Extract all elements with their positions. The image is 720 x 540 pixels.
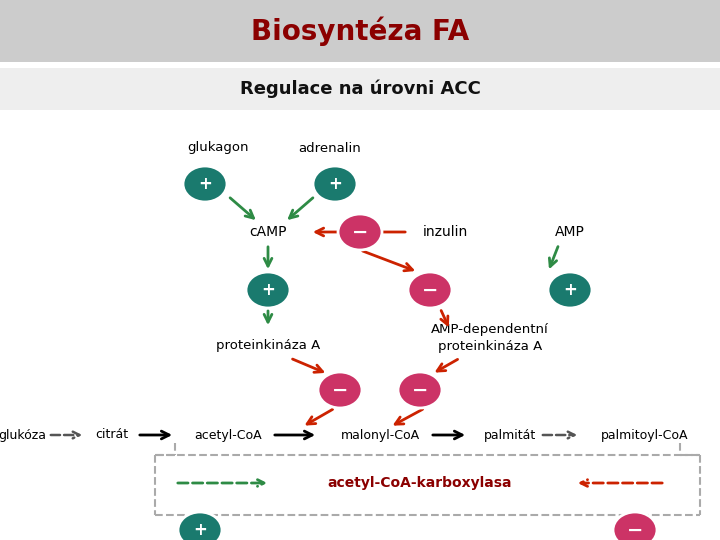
Text: +: +	[563, 281, 577, 299]
Ellipse shape	[613, 512, 657, 540]
Text: acetyl-CoA-karboxylasa: acetyl-CoA-karboxylasa	[328, 476, 512, 490]
Ellipse shape	[183, 166, 227, 202]
Ellipse shape	[178, 512, 222, 540]
Text: adrenalin: adrenalin	[299, 141, 361, 154]
Text: −: −	[422, 280, 438, 300]
Text: glukóza: glukóza	[0, 429, 46, 442]
Text: +: +	[193, 521, 207, 539]
Text: AMP-dependentní
proteinkináza A: AMP-dependentní proteinkináza A	[431, 323, 549, 353]
Text: −: −	[627, 521, 643, 539]
Text: −: −	[412, 381, 428, 400]
Ellipse shape	[246, 272, 290, 308]
Text: +: +	[328, 175, 342, 193]
Text: cAMP: cAMP	[249, 225, 287, 239]
Ellipse shape	[313, 166, 357, 202]
Ellipse shape	[338, 214, 382, 250]
Text: AMP: AMP	[555, 225, 585, 239]
Ellipse shape	[398, 372, 442, 408]
Text: proteinkináza A: proteinkináza A	[216, 339, 320, 352]
Ellipse shape	[548, 272, 592, 308]
Text: palmitát: palmitát	[484, 429, 536, 442]
Text: inzulin: inzulin	[423, 225, 467, 239]
Bar	[0, 68, 720, 110]
Bar	[0, 0, 720, 62]
Text: palmitoyl-CoA: palmitoyl-CoA	[601, 429, 689, 442]
Text: acetyl-CoA: acetyl-CoA	[194, 429, 262, 442]
Text: malonyl-CoA: malonyl-CoA	[341, 429, 420, 442]
Text: Biosyntéza FA: Biosyntéza FA	[251, 16, 469, 46]
Text: glukagon: glukagon	[187, 141, 248, 154]
Ellipse shape	[408, 272, 452, 308]
Text: −: −	[352, 222, 368, 241]
Text: +: +	[198, 175, 212, 193]
Text: −: −	[332, 381, 348, 400]
Ellipse shape	[318, 372, 362, 408]
Text: +: +	[261, 281, 275, 299]
Text: Regulace na úrovni ACC: Regulace na úrovni ACC	[240, 80, 480, 98]
Text: citrát: citrát	[96, 429, 129, 442]
